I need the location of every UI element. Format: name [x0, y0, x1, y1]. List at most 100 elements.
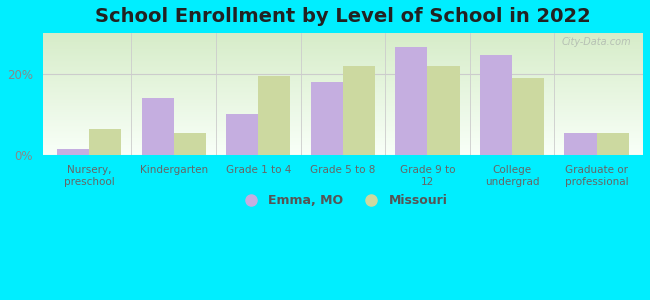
Bar — [564, 133, 597, 155]
Bar — [43, 37, 643, 38]
Bar — [43, 154, 643, 155]
Bar — [89, 129, 122, 155]
Bar — [43, 95, 643, 97]
Bar — [43, 54, 643, 55]
Bar — [43, 143, 643, 144]
Bar — [43, 137, 643, 138]
Bar — [43, 34, 643, 35]
Bar — [43, 45, 643, 46]
Bar — [43, 120, 643, 121]
Bar — [43, 103, 643, 104]
Bar — [428, 66, 460, 155]
Bar — [43, 77, 643, 78]
Bar — [43, 58, 643, 59]
Bar — [43, 136, 643, 137]
Bar — [43, 87, 643, 88]
Bar — [43, 70, 643, 71]
Bar — [43, 153, 643, 154]
Bar — [43, 88, 643, 89]
Bar — [480, 56, 512, 155]
Bar — [43, 50, 643, 51]
Bar — [43, 81, 643, 82]
Bar — [43, 142, 643, 143]
Bar — [43, 149, 643, 150]
Bar — [43, 112, 643, 114]
Bar — [43, 85, 643, 87]
Bar — [43, 134, 643, 136]
Bar — [43, 105, 643, 106]
Bar — [43, 72, 643, 74]
Bar — [43, 76, 643, 77]
Bar — [43, 106, 643, 108]
Text: City-Data.com: City-Data.com — [562, 37, 631, 47]
Bar — [43, 109, 643, 110]
Bar — [43, 152, 643, 153]
Bar — [43, 94, 643, 95]
Bar — [43, 92, 643, 93]
Bar — [43, 104, 643, 105]
Bar — [43, 108, 643, 109]
Bar — [43, 61, 643, 62]
Bar — [43, 56, 643, 58]
Bar — [43, 115, 643, 116]
Bar — [43, 148, 643, 149]
Bar — [43, 98, 643, 99]
Bar — [43, 97, 643, 98]
Bar — [43, 122, 643, 123]
Bar — [43, 89, 643, 91]
Title: School Enrollment by Level of School in 2022: School Enrollment by Level of School in … — [95, 7, 591, 26]
Bar — [43, 78, 643, 80]
Bar — [43, 147, 643, 148]
Bar — [43, 83, 643, 84]
Bar — [43, 116, 643, 117]
Bar — [43, 110, 643, 111]
Bar — [43, 75, 643, 76]
Bar — [43, 132, 643, 133]
Bar — [57, 149, 89, 155]
Bar — [43, 91, 643, 92]
Bar — [43, 48, 643, 49]
Bar — [597, 133, 629, 155]
Bar — [43, 140, 643, 142]
Bar — [43, 80, 643, 81]
Bar — [43, 93, 643, 94]
Bar — [43, 42, 643, 43]
Bar — [43, 44, 643, 45]
Bar — [43, 121, 643, 122]
Bar — [43, 130, 643, 131]
Bar — [43, 125, 643, 126]
Bar — [258, 76, 291, 155]
Bar — [43, 67, 643, 68]
Bar — [142, 98, 174, 155]
Bar — [43, 146, 643, 147]
Bar — [43, 59, 643, 60]
Bar — [43, 114, 643, 115]
Bar — [43, 139, 643, 140]
Legend: Emma, MO, Missouri: Emma, MO, Missouri — [233, 189, 452, 212]
Bar — [43, 49, 643, 50]
Bar — [43, 39, 643, 41]
Bar — [43, 131, 643, 132]
Bar — [43, 60, 643, 61]
Bar — [43, 82, 643, 83]
Bar — [43, 111, 643, 112]
Bar — [43, 65, 643, 66]
Bar — [43, 43, 643, 44]
Bar — [343, 66, 375, 155]
Bar — [43, 99, 643, 100]
Bar — [174, 133, 206, 155]
Bar — [43, 62, 643, 64]
Bar — [43, 35, 643, 37]
Bar — [43, 46, 643, 48]
Bar — [311, 82, 343, 155]
Bar — [43, 40, 643, 42]
Bar — [43, 74, 643, 75]
Bar — [43, 126, 643, 127]
Bar — [43, 71, 643, 72]
Bar — [226, 115, 258, 155]
Bar — [43, 144, 643, 145]
Bar — [43, 138, 643, 139]
Bar — [43, 128, 643, 130]
Bar — [43, 68, 643, 70]
Bar — [43, 133, 643, 134]
